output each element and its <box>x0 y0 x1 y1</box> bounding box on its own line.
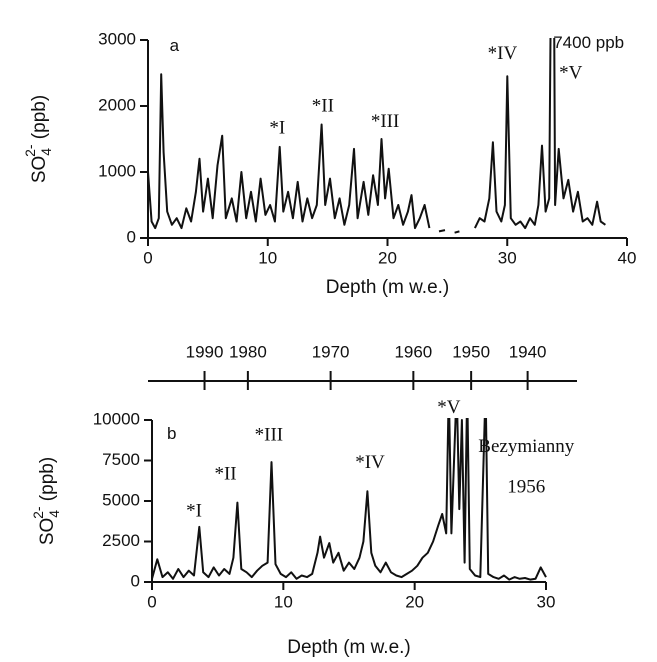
y-tick-label: 0 <box>131 571 140 590</box>
x-axis-label: Depth (m w.e.) <box>326 277 450 298</box>
annotation: Bezymianny <box>478 436 575 457</box>
year-tick-label: 1940 <box>509 342 547 361</box>
annotation: *III <box>255 425 283 446</box>
y-label-unit: (ppb) <box>37 457 58 507</box>
y-label-sub: 4 <box>38 148 54 156</box>
data-line <box>454 230 460 234</box>
year-tick-label: 1950 <box>452 342 490 361</box>
annotation: *II <box>214 463 236 484</box>
y-label-base: SO <box>37 518 58 545</box>
x-tick-label: 20 <box>405 592 424 611</box>
y-tick-label: 2000 <box>98 95 136 114</box>
y-tick-label: 10000 <box>93 409 140 428</box>
year-tick-label: 1980 <box>229 342 267 361</box>
x-tick-label: 20 <box>378 248 397 267</box>
x-axis-label: Depth (m w.e.) <box>287 637 411 658</box>
annotation: *III <box>371 111 399 132</box>
annotation: a <box>170 36 180 55</box>
x-tick-label: 40 <box>618 248 637 267</box>
annotation: *IV <box>355 452 385 473</box>
y-label-base: SO <box>29 156 50 183</box>
data-line <box>151 418 547 581</box>
y-tick-label: 3000 <box>98 29 136 48</box>
annotation: 1956 <box>507 476 545 497</box>
annotation: *I <box>186 501 202 522</box>
y-tick-label: 7500 <box>102 450 140 469</box>
annotation: *V <box>559 63 583 84</box>
y-label-unit: (ppb) <box>29 95 50 145</box>
y-label-sup: 2- <box>30 506 46 519</box>
y-tick-label: 1000 <box>98 161 136 180</box>
y-tick-label: 5000 <box>102 490 140 509</box>
y-axis-label: SO42- (ppb) <box>30 457 62 545</box>
annotation: 7400 ppb <box>553 33 624 52</box>
x-tick-label: 0 <box>143 248 152 267</box>
year-tick-label: 1960 <box>394 342 432 361</box>
x-tick-label: 30 <box>537 592 556 611</box>
x-tick-label: 10 <box>258 248 277 267</box>
data-line <box>147 73 431 230</box>
y-tick-label: 2500 <box>102 531 140 550</box>
annotation: *I <box>269 117 285 138</box>
x-tick-label: 10 <box>274 592 293 611</box>
data-line <box>438 229 446 233</box>
y-label-sup: 2- <box>22 144 38 157</box>
y-tick-label: 0 <box>127 227 136 246</box>
annotation: *II <box>312 96 334 117</box>
y-label-sub: 4 <box>46 510 62 518</box>
data-line <box>474 38 606 230</box>
year-tick-label: 1990 <box>186 342 224 361</box>
year-tick-label: 1970 <box>312 342 350 361</box>
y-axis-label: SO42- (ppb) <box>22 95 54 183</box>
annotation: b <box>167 424 176 443</box>
x-tick-label: 30 <box>498 248 517 267</box>
x-tick-label: 0 <box>147 592 156 611</box>
annotation: *IV <box>488 43 518 64</box>
annotation: *V <box>437 397 461 418</box>
